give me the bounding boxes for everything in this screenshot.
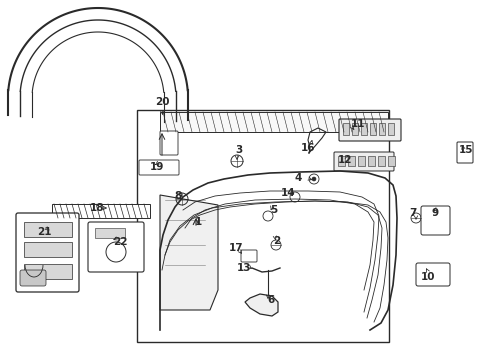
FancyBboxPatch shape [88,222,143,272]
Text: 10: 10 [420,272,434,282]
Text: 19: 19 [149,162,164,172]
Bar [24,264,72,279]
FancyBboxPatch shape [139,160,179,175]
Text: 2: 2 [273,236,280,246]
Polygon shape [244,294,278,316]
Bar [137,110,388,342]
Text: 1: 1 [194,217,201,227]
Text: 9: 9 [430,208,438,218]
Bar [95,228,125,238]
Bar [24,222,72,237]
Bar [351,123,357,135]
Text: 13: 13 [236,263,251,273]
Bar [342,123,348,135]
FancyBboxPatch shape [16,213,79,292]
Text: 18: 18 [90,203,104,213]
Text: 21: 21 [37,227,51,237]
FancyBboxPatch shape [415,263,449,286]
Bar [369,123,375,135]
Text: 7: 7 [408,208,416,218]
FancyBboxPatch shape [420,206,449,235]
Text: 14: 14 [280,188,295,198]
Bar [360,123,366,135]
Text: 17: 17 [228,243,243,253]
FancyBboxPatch shape [333,152,393,171]
Text: 8: 8 [174,191,181,201]
Bar [160,112,387,132]
Text: 3: 3 [235,145,242,155]
Bar [378,123,384,135]
Text: 22: 22 [113,237,127,247]
Text: 20: 20 [154,97,169,107]
Text: 11: 11 [350,119,365,129]
FancyBboxPatch shape [456,142,472,163]
Bar [387,123,393,135]
Bar [347,156,354,166]
Text: 6: 6 [267,295,274,305]
Text: 12: 12 [337,155,351,165]
Bar [387,156,394,166]
FancyBboxPatch shape [338,119,400,141]
Bar [357,156,364,166]
Bar [24,242,72,257]
FancyBboxPatch shape [160,131,178,155]
Text: 4: 4 [294,173,301,183]
Bar [337,156,345,166]
FancyBboxPatch shape [241,250,257,262]
Circle shape [311,177,315,181]
Text: 15: 15 [458,145,472,155]
Bar [377,156,384,166]
Polygon shape [160,195,218,310]
Text: 16: 16 [300,143,315,153]
Text: 5: 5 [270,205,277,215]
FancyBboxPatch shape [20,270,46,286]
Bar [367,156,374,166]
Bar [52,204,150,218]
